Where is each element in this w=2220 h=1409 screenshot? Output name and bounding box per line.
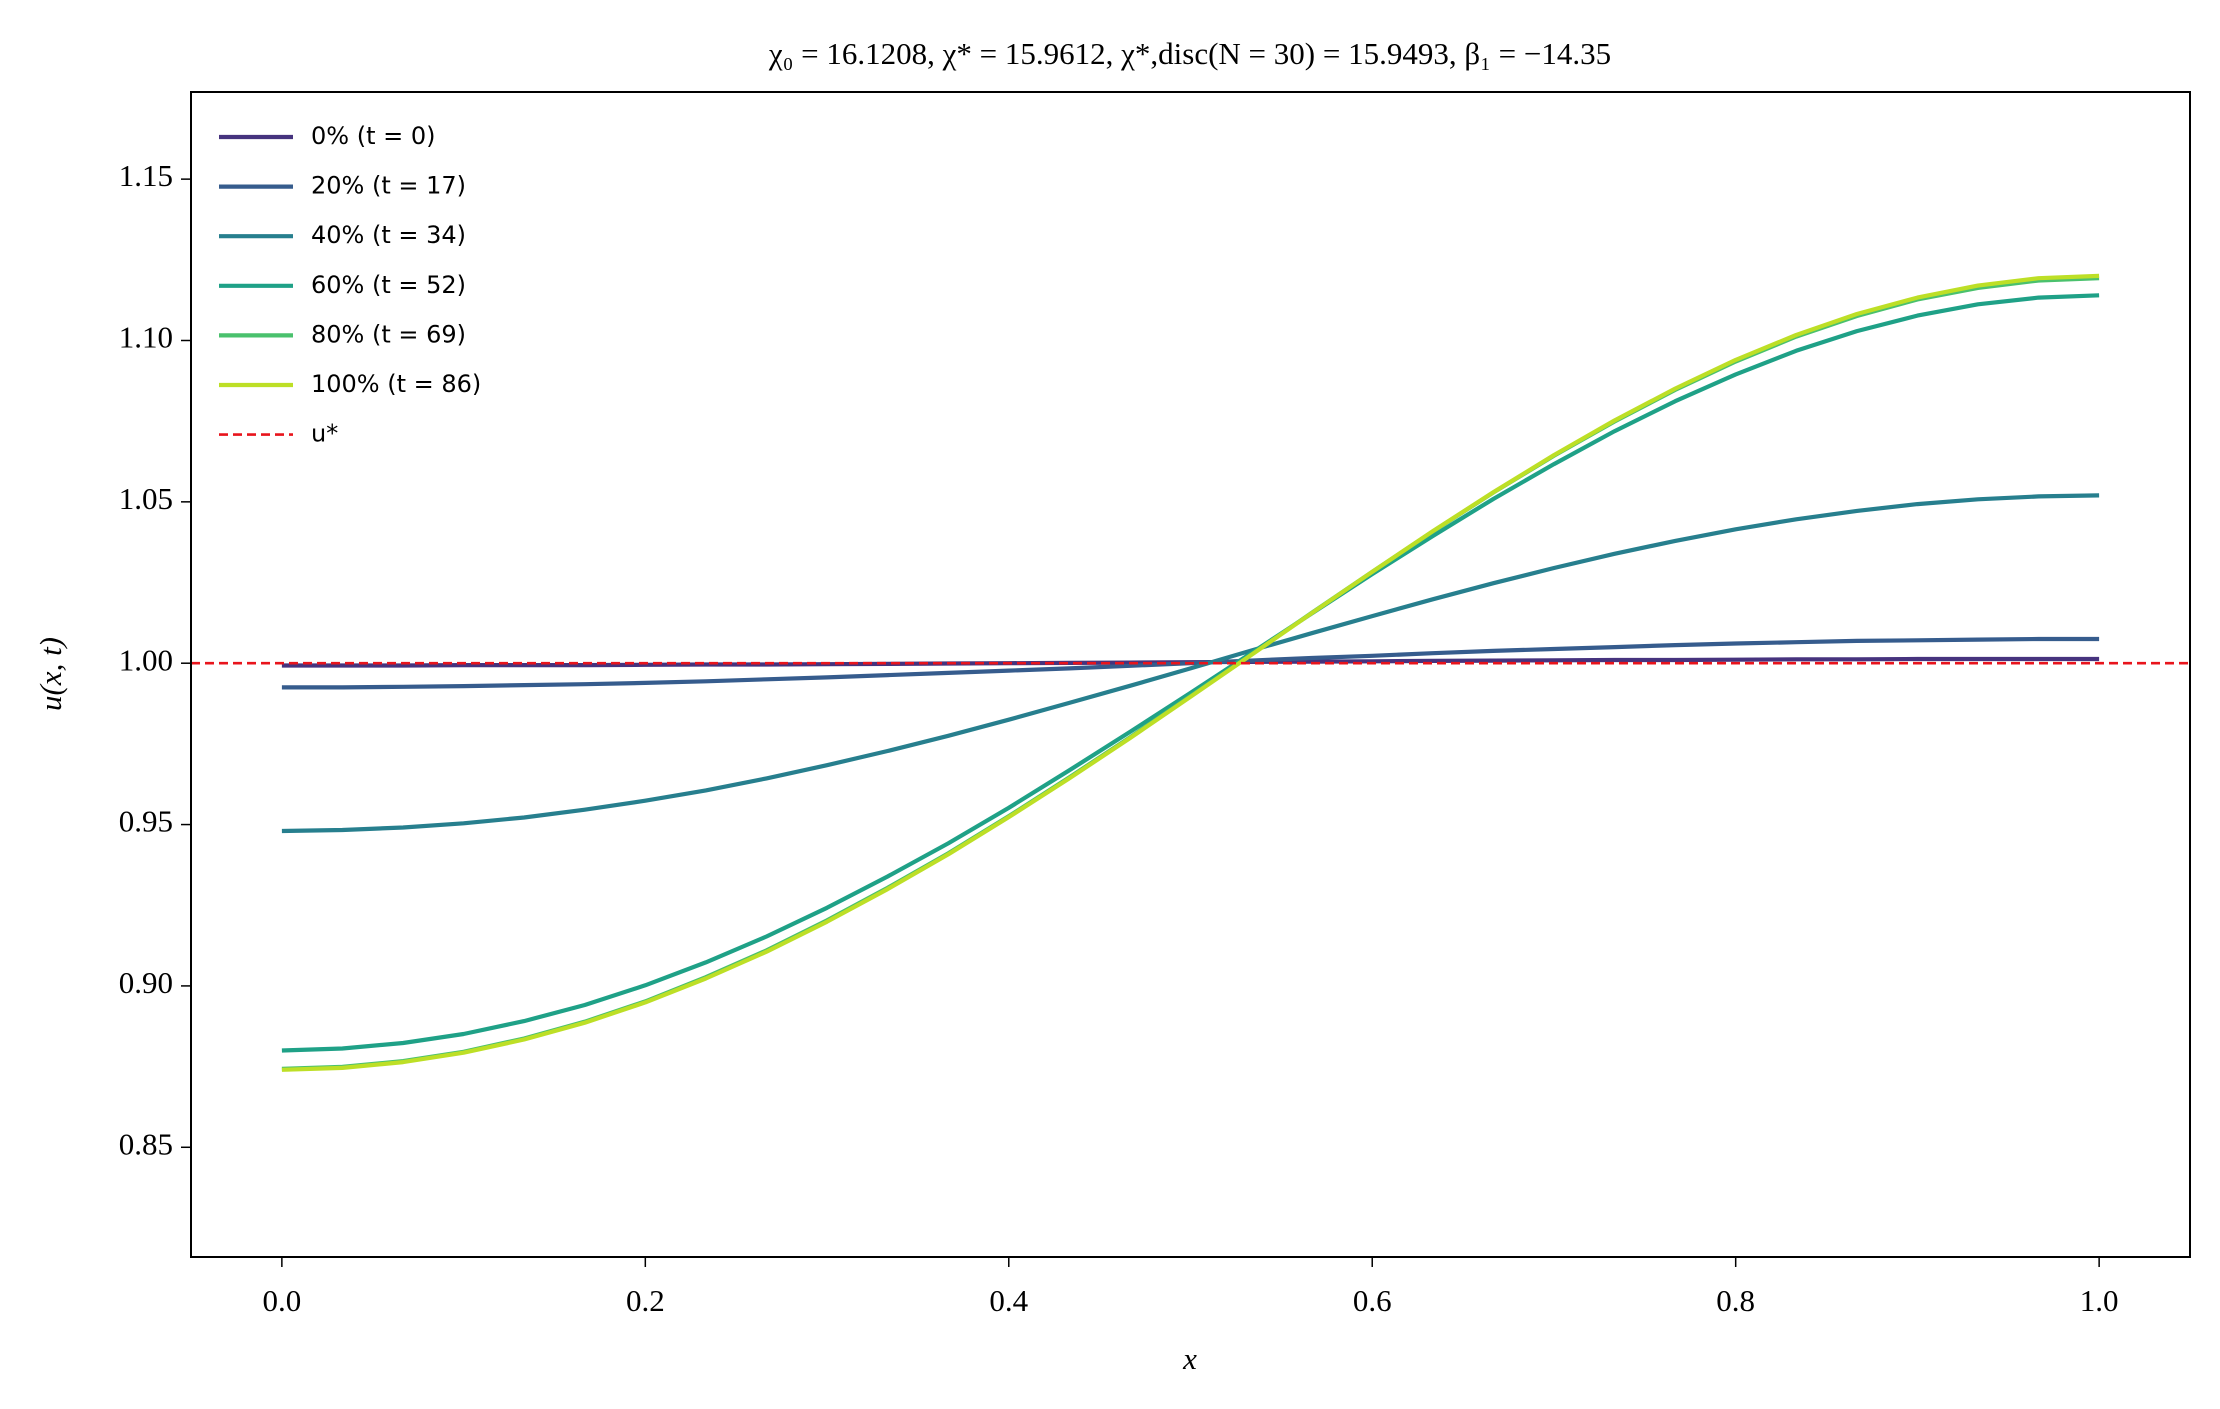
- x-axis-label: x: [1182, 1341, 1197, 1376]
- y-tick-label: 0.95: [119, 804, 173, 839]
- x-tick-label: 0.6: [1353, 1283, 1392, 1318]
- legend-label: 40% (t = 34): [311, 221, 466, 249]
- y-tick-label: 1.10: [119, 320, 173, 355]
- legend-label: 80% (t = 69): [311, 320, 466, 348]
- x-tick-label: 0.4: [989, 1283, 1028, 1318]
- plot-frame: [190, 91, 2191, 1258]
- series-line: [281, 273, 2100, 1072]
- legend-label: 60% (t = 52): [311, 271, 466, 299]
- x-tick-label: 0.2: [626, 1283, 665, 1318]
- y-tick-label: 1.05: [119, 481, 173, 516]
- y-tick-label: 0.90: [119, 965, 173, 1000]
- legend-label: 20% (t = 17): [311, 172, 466, 200]
- x-tick-label: 1.0: [2080, 1283, 2119, 1318]
- legend-label: 0% (t = 0): [311, 122, 435, 150]
- legend-label: 100% (t = 86): [311, 370, 481, 398]
- series-line: [281, 293, 2100, 1053]
- x-tick-label: 0.8: [1716, 1283, 1755, 1318]
- series-line: [281, 493, 2100, 834]
- series-line: [281, 276, 2100, 1071]
- y-axis-label: u(x, t): [33, 637, 68, 711]
- chart-title: χ₀ = 16.1208, χ* = 15.9612, χ*,disc(N = …: [768, 36, 1611, 71]
- legend-label: u*: [311, 420, 338, 448]
- y-tick-label: 1.00: [119, 642, 173, 677]
- y-tick-label: 0.85: [119, 1126, 173, 1161]
- x-tick-label: 0.0: [262, 1283, 301, 1318]
- y-tick-label: 1.15: [119, 158, 173, 193]
